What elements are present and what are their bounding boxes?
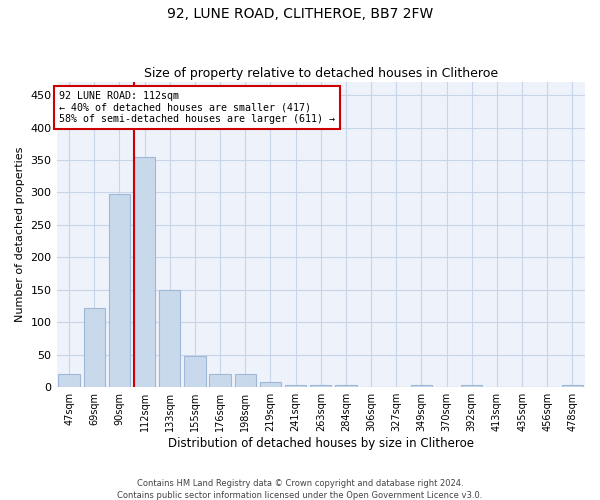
Bar — [235, 374, 256, 387]
Bar — [83, 308, 105, 387]
Bar — [285, 384, 307, 387]
X-axis label: Distribution of detached houses by size in Clitheroe: Distribution of detached houses by size … — [168, 437, 474, 450]
Bar — [562, 384, 583, 387]
Text: Contains HM Land Registry data © Crown copyright and database right 2024.
Contai: Contains HM Land Registry data © Crown c… — [118, 478, 482, 500]
Bar — [260, 382, 281, 387]
Bar — [184, 356, 206, 387]
Bar — [310, 384, 331, 387]
Bar — [109, 194, 130, 387]
Y-axis label: Number of detached properties: Number of detached properties — [15, 147, 25, 322]
Title: Size of property relative to detached houses in Clitheroe: Size of property relative to detached ho… — [144, 66, 498, 80]
Text: 92 LUNE ROAD: 112sqm
← 40% of detached houses are smaller (417)
58% of semi-deta: 92 LUNE ROAD: 112sqm ← 40% of detached h… — [59, 91, 335, 124]
Text: 92, LUNE ROAD, CLITHEROE, BB7 2FW: 92, LUNE ROAD, CLITHEROE, BB7 2FW — [167, 8, 433, 22]
Bar — [335, 384, 356, 387]
Bar — [58, 374, 80, 387]
Bar — [159, 290, 181, 387]
Bar — [461, 384, 482, 387]
Bar — [134, 156, 155, 387]
Bar — [209, 374, 231, 387]
Bar — [411, 384, 432, 387]
